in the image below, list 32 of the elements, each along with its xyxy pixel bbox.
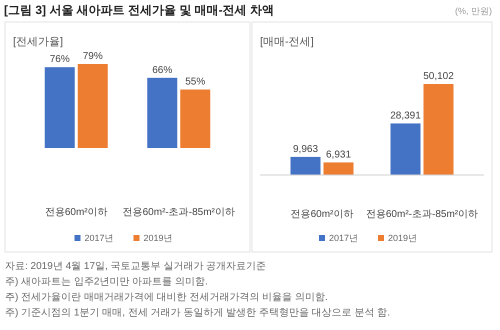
bar — [147, 78, 178, 148]
bar — [180, 90, 210, 148]
legend-label: 2017년 — [329, 233, 358, 243]
chart-title: [전세가율] — [13, 36, 64, 48]
text: 주) 전세가율이란 매매거래가격에 대비한 전세거래가격의 비율을 의미함. — [5, 292, 328, 303]
bar — [390, 123, 420, 175]
legend-label: 2017년 — [84, 233, 114, 243]
data-label: 9,963 — [292, 144, 318, 155]
bar — [290, 156, 320, 175]
x-tick-label: 전용60m²이하 — [290, 209, 354, 220]
legend-label: 2019년 — [144, 233, 173, 243]
x-tick-label: 전용60m²-초과-85m²이하 — [122, 207, 235, 218]
data-label: 50,102 — [423, 71, 454, 82]
x-tick-label: 전용60m²이하 — [44, 207, 108, 218]
data-label: 55% — [185, 76, 206, 88]
text: 자료: 2019년 4월 17일, 국토교통부 실거래가 공개자료기준 — [5, 261, 266, 272]
text: 주) 기준시점의 1분기 매매, 전세 거래가 동일하게 발생한 주택형만을 대상으로 분석 함. — [5, 308, 390, 318]
data-label: 66% — [152, 64, 172, 76]
legend-label: 2019년 — [388, 233, 418, 243]
data-label: 6,931 — [326, 149, 352, 160]
data-label: 76% — [50, 54, 70, 66]
data-label: 28,391 — [390, 110, 422, 122]
x-tick-label: 전용60m²-초과-85m²이하 — [366, 209, 478, 220]
bar — [44, 67, 75, 148]
bar — [78, 64, 108, 148]
text: 주) 새아파트는 입주2년미만 아파트를 의미함. — [5, 276, 208, 288]
text: [그림 3] 서울 새아파트 전세가율 및 매매-전세 차액 — [4, 3, 274, 17]
chart-title: [매매-전세] — [260, 36, 314, 48]
bar — [324, 162, 354, 175]
data-label: 79% — [82, 51, 103, 62]
text: (%, 만원) — [455, 6, 492, 16]
bar — [424, 84, 454, 175]
